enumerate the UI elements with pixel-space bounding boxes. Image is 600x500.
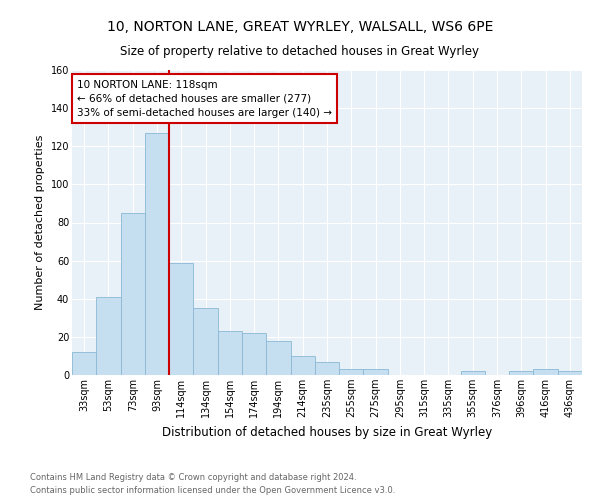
Text: Size of property relative to detached houses in Great Wyrley: Size of property relative to detached ho… [121, 45, 479, 58]
Bar [193, 308, 218, 375]
Text: Contains HM Land Registry data © Crown copyright and database right 2024.: Contains HM Land Registry data © Crown c… [30, 474, 356, 482]
Y-axis label: Number of detached properties: Number of detached properties [35, 135, 45, 310]
Bar [315, 362, 339, 375]
Bar [364, 370, 388, 375]
Bar [290, 356, 315, 375]
Bar [96, 297, 121, 375]
Bar [533, 370, 558, 375]
Bar [242, 333, 266, 375]
Bar [169, 262, 193, 375]
Bar [509, 371, 533, 375]
Bar [558, 371, 582, 375]
Bar [461, 371, 485, 375]
Bar [121, 213, 145, 375]
Bar [266, 340, 290, 375]
Bar [218, 331, 242, 375]
Text: Contains public sector information licensed under the Open Government Licence v3: Contains public sector information licen… [30, 486, 395, 495]
X-axis label: Distribution of detached houses by size in Great Wyrley: Distribution of detached houses by size … [162, 426, 492, 438]
Bar [72, 352, 96, 375]
Text: 10 NORTON LANE: 118sqm
← 66% of detached houses are smaller (277)
33% of semi-de: 10 NORTON LANE: 118sqm ← 66% of detached… [77, 80, 332, 118]
Bar [339, 370, 364, 375]
Bar [145, 133, 169, 375]
Text: 10, NORTON LANE, GREAT WYRLEY, WALSALL, WS6 6PE: 10, NORTON LANE, GREAT WYRLEY, WALSALL, … [107, 20, 493, 34]
